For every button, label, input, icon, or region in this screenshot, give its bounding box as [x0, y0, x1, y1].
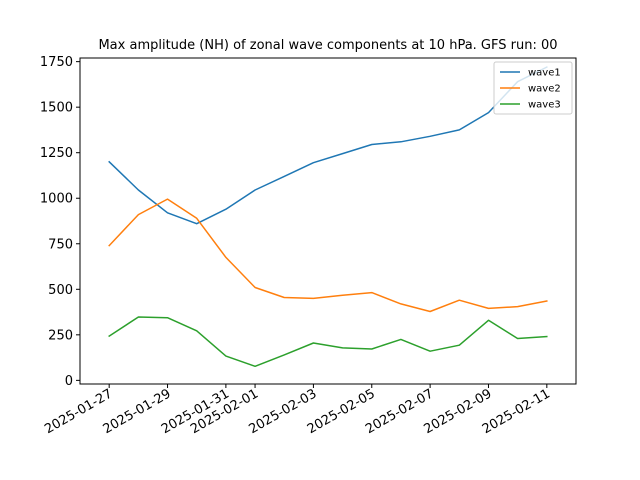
y-tick-label: 1750: [40, 55, 73, 70]
legend-label-wave2: wave2: [528, 84, 561, 95]
legend: wave1 wave2 wave3: [493, 61, 573, 115]
y-tick-label: 0: [65, 374, 73, 389]
y-tick-label: 1000: [40, 192, 73, 207]
series-line-wave2: [108, 198, 548, 313]
y-axis: 0 250 500 750 1000 1250 1500 1750: [40, 55, 80, 389]
y-tick-label: 500: [48, 283, 73, 298]
plot-frame: [79, 57, 577, 385]
y-tick-label: 1250: [40, 146, 73, 161]
chart-title: Max amplitude (NH) of zonal wave compone…: [98, 38, 557, 53]
legend-label-wave3: wave3: [528, 100, 561, 111]
y-tick-label: 250: [48, 328, 73, 343]
legend-box: [493, 61, 573, 115]
series-line-wave1: [108, 66, 548, 225]
plot-area: [80, 58, 576, 384]
legend-label-wave1: wave1: [528, 68, 561, 79]
y-tick-label: 1500: [40, 101, 73, 116]
series-line-wave3: [108, 316, 548, 368]
series-layer: [108, 66, 548, 368]
y-tick-label: 750: [48, 237, 73, 252]
